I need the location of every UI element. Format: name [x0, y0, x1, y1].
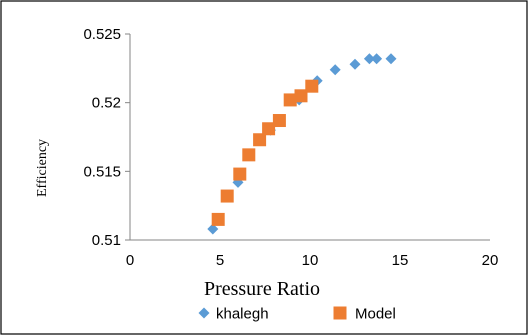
y-tick-label: 0.525	[83, 26, 121, 43]
x-tick-label: 15	[392, 252, 409, 269]
y-axis-label: Efficiency	[35, 139, 50, 197]
data-point	[262, 122, 276, 136]
data-point	[253, 133, 267, 147]
data-point	[207, 223, 219, 235]
data-point	[220, 189, 234, 203]
y-tick-label: 0.515	[83, 163, 121, 180]
data-point	[294, 89, 308, 103]
y-tick-label: 0.52	[92, 95, 121, 112]
legend-marker	[333, 306, 347, 320]
data-point	[371, 53, 383, 65]
data-point	[349, 58, 361, 70]
legend: khalegh Model	[198, 306, 396, 323]
legend-item: Model	[333, 306, 396, 323]
axes	[125, 33, 490, 241]
data-point	[283, 93, 297, 107]
legend-label: khalegh	[216, 306, 269, 323]
x-axis-label: Pressure Ratio	[204, 278, 320, 300]
data-marks	[207, 53, 397, 235]
data-point	[305, 79, 319, 93]
legend-label: Model	[355, 306, 396, 323]
series-model	[211, 79, 319, 226]
data-point	[329, 64, 341, 76]
data-point	[242, 148, 256, 162]
data-point	[211, 212, 225, 226]
y-tick-label: 0.51	[92, 232, 121, 249]
tick-labels: 0.51 0.515 0.52 0.525 0 5 10 15 20	[83, 26, 498, 269]
data-point	[233, 167, 247, 181]
legend-item: khalegh	[198, 306, 269, 323]
x-tick-label: 5	[216, 252, 224, 269]
data-point	[385, 53, 397, 65]
legend-marker	[198, 307, 210, 319]
data-point	[363, 53, 375, 65]
data-point	[272, 114, 286, 128]
x-tick-label: 10	[302, 252, 319, 269]
x-tick-label: 20	[482, 252, 499, 269]
x-tick-label: 0	[126, 252, 134, 269]
